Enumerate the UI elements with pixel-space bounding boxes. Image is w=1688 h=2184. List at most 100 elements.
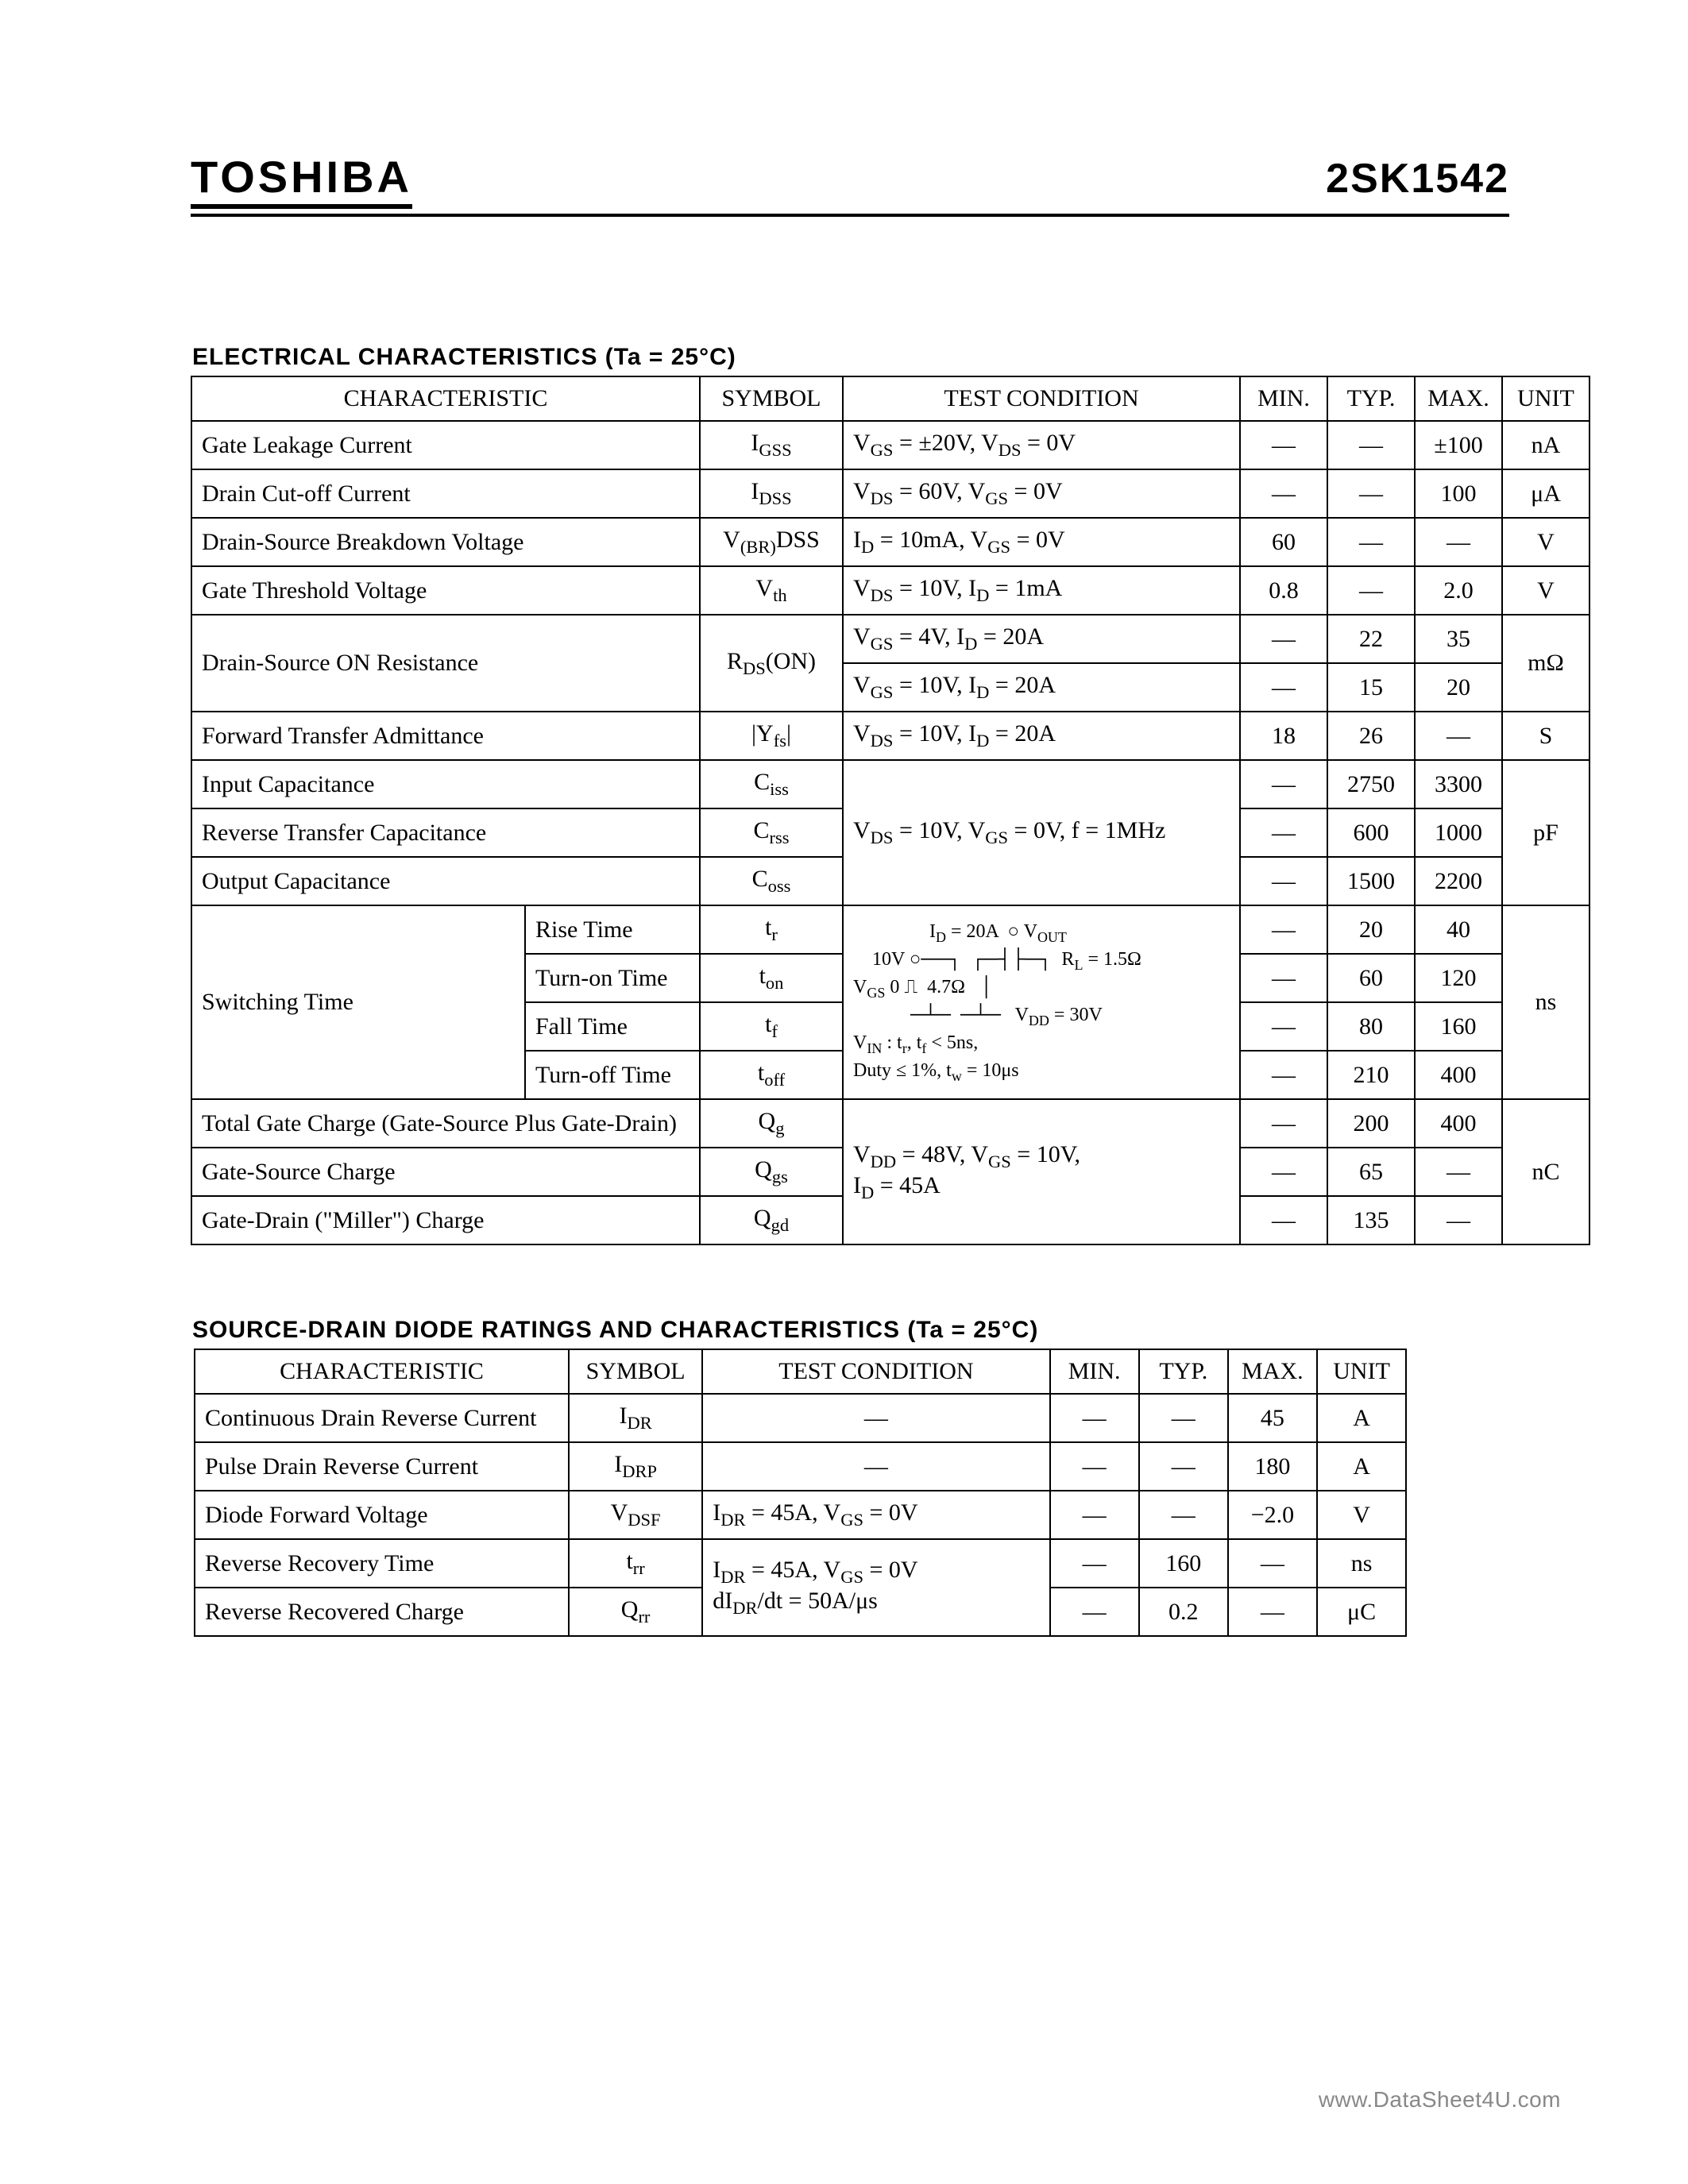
cell-typ: 200 bbox=[1327, 1099, 1415, 1148]
table-row: Pulse Drain Reverse Current IDRP — — — 1… bbox=[195, 1442, 1406, 1491]
cell-typ: 2750 bbox=[1327, 760, 1415, 808]
table-row: Drain-Source ON Resistance RDS(ON) VGS =… bbox=[191, 615, 1590, 663]
circuit-line: 10V ○──┐ ┌─┤├─┐ RL = 1.5Ω bbox=[853, 947, 1230, 974]
circuit-line: VGS 0 ⎍ 4.7Ω │ bbox=[853, 974, 1230, 1002]
watermark: www.DataSheet4U.com bbox=[1319, 2087, 1561, 2113]
cell-typ: 65 bbox=[1327, 1148, 1415, 1196]
cell-max: 400 bbox=[1415, 1051, 1502, 1099]
cell-min: — bbox=[1240, 1051, 1327, 1099]
cell-min: — bbox=[1240, 760, 1327, 808]
cell-sym: ton bbox=[700, 954, 843, 1002]
cell-typ: — bbox=[1327, 469, 1415, 518]
cell-sym: |Yfs| bbox=[700, 712, 843, 760]
cell-sym: IDSS bbox=[700, 469, 843, 518]
cell-typ: 135 bbox=[1327, 1196, 1415, 1244]
circuit-line: ─┴─ ─┴─ VDD = 30V bbox=[853, 1002, 1230, 1030]
cell-typ: 600 bbox=[1327, 808, 1415, 857]
cell-sym: Ciss bbox=[700, 760, 843, 808]
cell-max: 1000 bbox=[1415, 808, 1502, 857]
cell-min: — bbox=[1240, 954, 1327, 1002]
cell-min: — bbox=[1240, 905, 1327, 954]
cell-sym: Qg bbox=[700, 1099, 843, 1148]
table-row: Drain-Source Breakdown Voltage V(BR)DSS … bbox=[191, 518, 1590, 566]
cell-sym: IDRP bbox=[569, 1442, 702, 1491]
th-tc: TEST CONDITION bbox=[843, 376, 1240, 421]
cell-typ: — bbox=[1139, 1394, 1228, 1442]
th-unit: UNIT bbox=[1502, 376, 1590, 421]
cell-max: — bbox=[1415, 712, 1502, 760]
cell-min: — bbox=[1050, 1539, 1139, 1588]
cell-min: — bbox=[1240, 421, 1327, 469]
cell-char: Switching Time bbox=[191, 905, 525, 1099]
th-min: MIN. bbox=[1240, 376, 1327, 421]
cell-min: — bbox=[1240, 615, 1327, 663]
cell-tc: VDS = 10V, VGS = 0V, f = 1MHz bbox=[843, 760, 1240, 905]
table-row: CHARACTERISTIC SYMBOL TEST CONDITION MIN… bbox=[191, 376, 1590, 421]
th-unit: UNIT bbox=[1317, 1349, 1406, 1394]
cell-max: ±100 bbox=[1415, 421, 1502, 469]
circuit-line: ID = 20A ○ VOUT bbox=[853, 919, 1230, 947]
cell-typ: 160 bbox=[1139, 1539, 1228, 1588]
cell-min: — bbox=[1240, 857, 1327, 905]
cell-sym: toff bbox=[700, 1051, 843, 1099]
cell-char: Reverse Transfer Capacitance bbox=[191, 808, 700, 857]
table-row: Gate Threshold Voltage Vth VDS = 10V, ID… bbox=[191, 566, 1590, 615]
cell-unit: mΩ bbox=[1502, 615, 1590, 712]
cell-tc: VDS = 10V, ID = 20A bbox=[843, 712, 1240, 760]
cell-tc: — bbox=[702, 1394, 1049, 1442]
table-row: CHARACTERISTIC SYMBOL TEST CONDITION MIN… bbox=[195, 1349, 1406, 1394]
cell-typ: 60 bbox=[1327, 954, 1415, 1002]
cell-tc: VGS = ±20V, VDS = 0V bbox=[843, 421, 1240, 469]
cell-max: 120 bbox=[1415, 954, 1502, 1002]
cell-unit: μC bbox=[1317, 1588, 1406, 1636]
brand-logo: TOSHIBA bbox=[191, 151, 412, 209]
cell-typ: 15 bbox=[1327, 663, 1415, 712]
table-row: Forward Transfer Admittance |Yfs| VDS = … bbox=[191, 712, 1590, 760]
cell-tc: IDR = 45A, VGS = 0VdIDR/dt = 50A/μs bbox=[702, 1539, 1049, 1636]
part-number: 2SK1542 bbox=[1326, 155, 1509, 203]
cell-min: — bbox=[1240, 1196, 1327, 1244]
table2-title: SOURCE-DRAIN DIODE RATINGS AND CHARACTER… bbox=[192, 1317, 1509, 1344]
cell-min: — bbox=[1240, 663, 1327, 712]
cell-unit: V bbox=[1502, 566, 1590, 615]
cell-unit: nA bbox=[1502, 421, 1590, 469]
cell-unit: pF bbox=[1502, 760, 1590, 905]
cell-max: 160 bbox=[1415, 1002, 1502, 1051]
cell-typ: 20 bbox=[1327, 905, 1415, 954]
cell-char: Gate-Drain ("Miller") Charge bbox=[191, 1196, 700, 1244]
cell-sym: IGSS bbox=[700, 421, 843, 469]
cell-sublabel: Rise Time bbox=[525, 905, 700, 954]
cell-sym: Qrr bbox=[569, 1588, 702, 1636]
cell-sym: trr bbox=[569, 1539, 702, 1588]
th-max: MAX. bbox=[1415, 376, 1502, 421]
table-row: Switching Time Rise Time tr ID = 20A ○ V… bbox=[191, 905, 1590, 954]
cell-unit: A bbox=[1317, 1394, 1406, 1442]
cell-max: 2.0 bbox=[1415, 566, 1502, 615]
cell-min: — bbox=[1050, 1394, 1139, 1442]
cell-char: Forward Transfer Admittance bbox=[191, 712, 700, 760]
table1-title: ELECTRICAL CHARACTERISTICS (Ta = 25°C) bbox=[192, 344, 1509, 371]
cell-sym: Coss bbox=[700, 857, 843, 905]
cell-char: Drain Cut-off Current bbox=[191, 469, 700, 518]
cell-unit: V bbox=[1502, 518, 1590, 566]
cell-sym: Vth bbox=[700, 566, 843, 615]
cell-char: Gate Leakage Current bbox=[191, 421, 700, 469]
th-char: CHARACTERISTIC bbox=[191, 376, 700, 421]
cell-unit: nC bbox=[1502, 1099, 1590, 1244]
cell-max: 45 bbox=[1228, 1394, 1317, 1442]
th-max: MAX. bbox=[1228, 1349, 1317, 1394]
cell-typ: 1500 bbox=[1327, 857, 1415, 905]
cell-typ: 0.2 bbox=[1139, 1588, 1228, 1636]
table-row: Diode Forward Voltage VDSF IDR = 45A, VG… bbox=[195, 1491, 1406, 1539]
cell-char: Continuous Drain Reverse Current bbox=[195, 1394, 569, 1442]
th-tc: TEST CONDITION bbox=[702, 1349, 1049, 1394]
cell-typ: — bbox=[1139, 1491, 1228, 1539]
cell-tc: VDS = 60V, VGS = 0V bbox=[843, 469, 1240, 518]
circuit-line: VIN : tr, tf < 5ns, bbox=[853, 1030, 1230, 1058]
cell-min: — bbox=[1240, 808, 1327, 857]
cell-sublabel: Turn-on Time bbox=[525, 954, 700, 1002]
cell-typ: — bbox=[1327, 421, 1415, 469]
cell-char: Gate Threshold Voltage bbox=[191, 566, 700, 615]
table-row: Continuous Drain Reverse Current IDR — —… bbox=[195, 1394, 1406, 1442]
electrical-characteristics-table: CHARACTERISTIC SYMBOL TEST CONDITION MIN… bbox=[191, 376, 1590, 1245]
